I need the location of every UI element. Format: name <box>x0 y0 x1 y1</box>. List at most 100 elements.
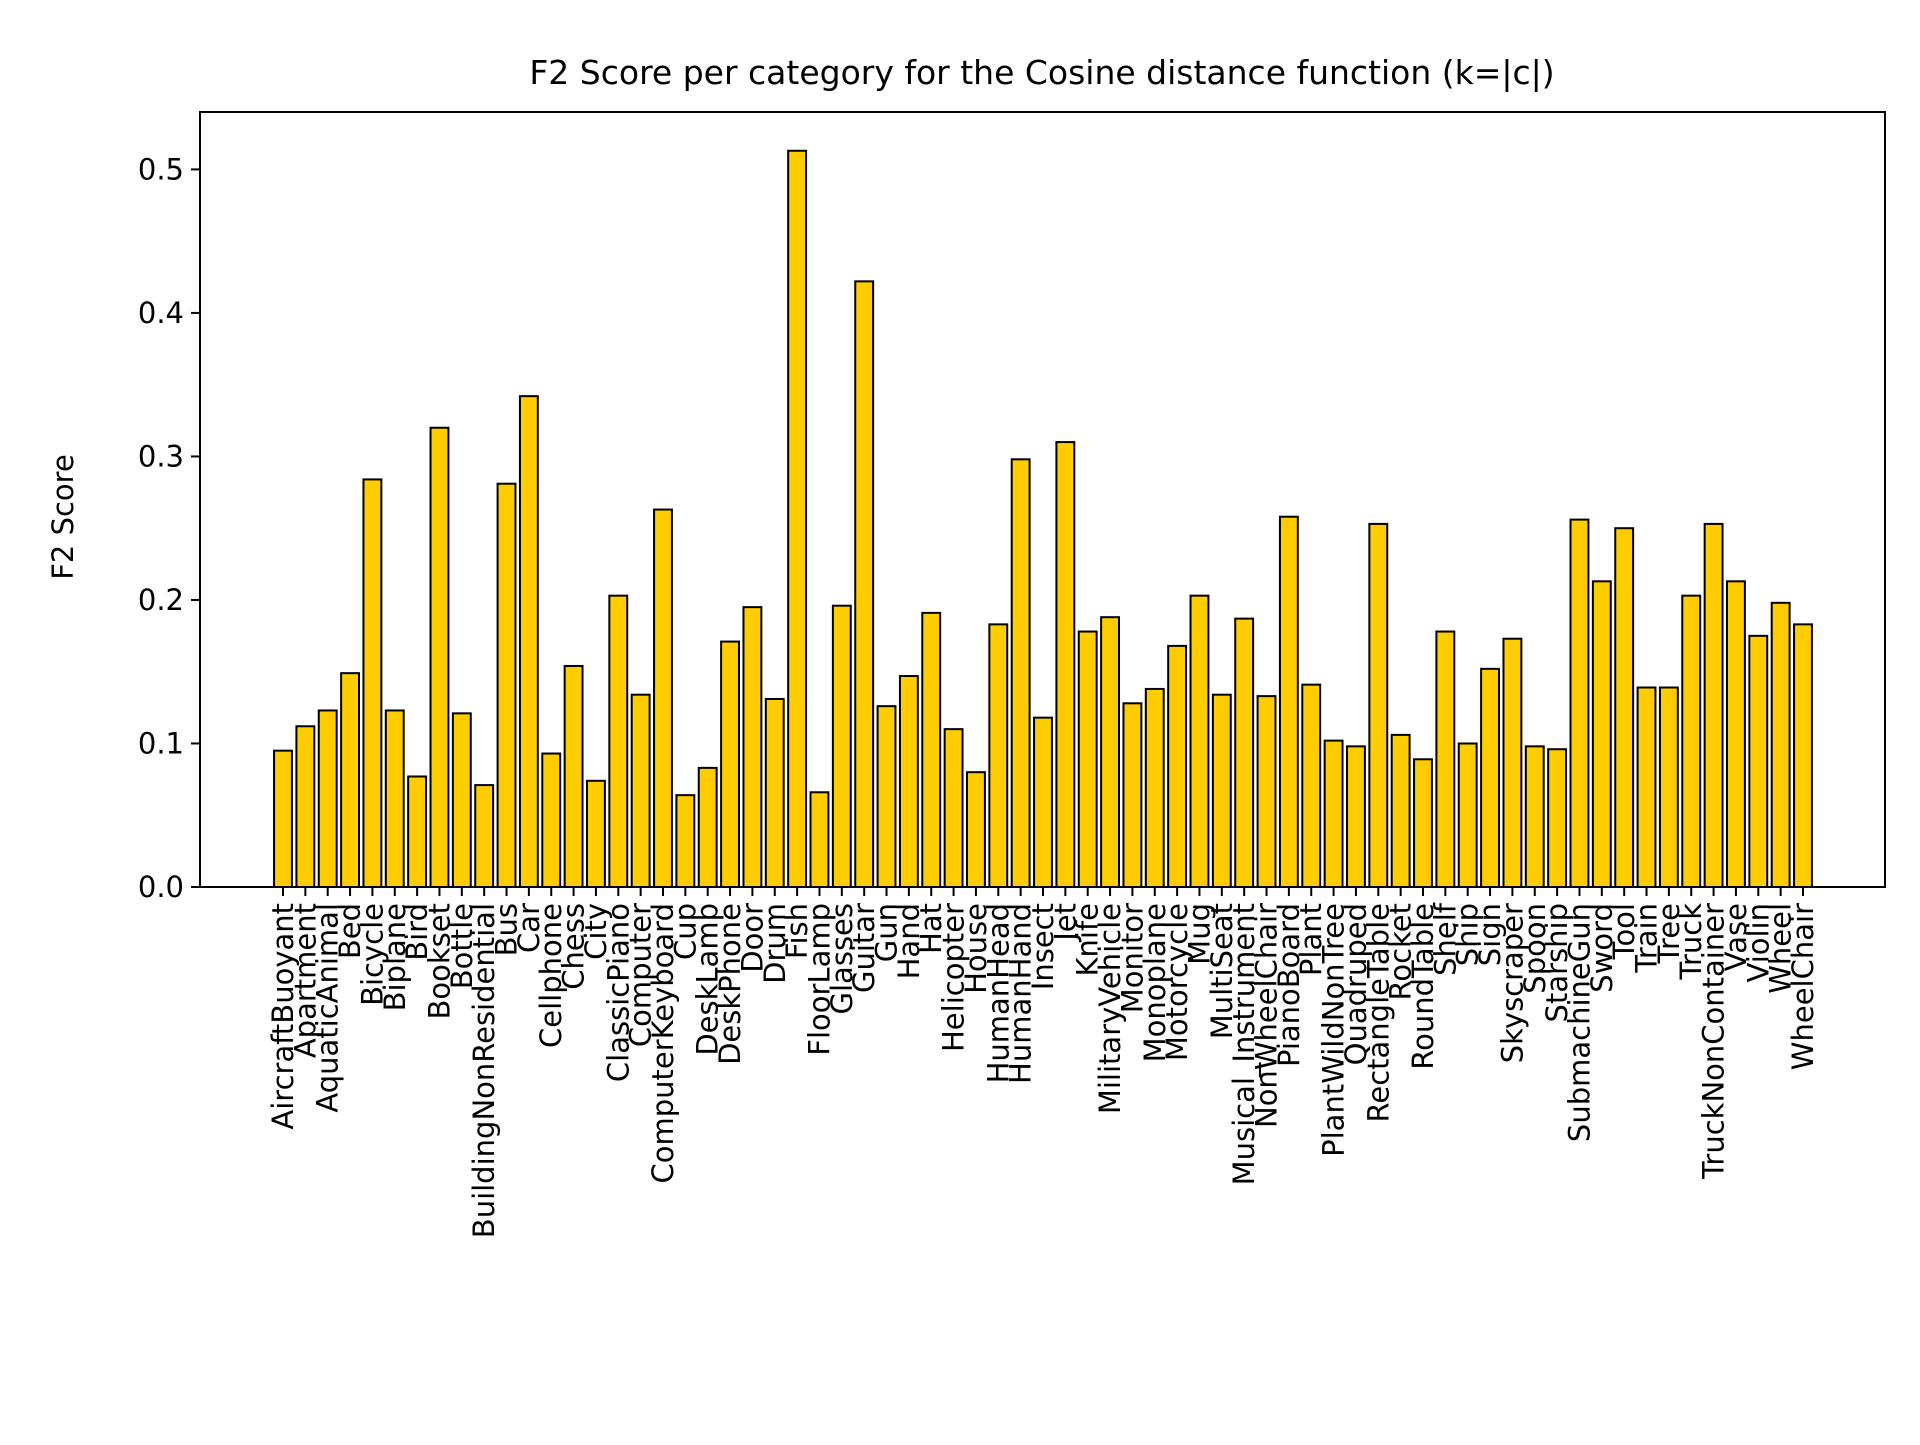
bar-Sword <box>1591 580 1612 888</box>
bar-Wheel <box>1770 601 1791 889</box>
chart-title: F2 Score per category for the Cosine dis… <box>529 53 1554 92</box>
bar-Violin <box>1748 634 1769 889</box>
x-tick-label: Computer <box>624 903 658 1047</box>
x-tick-label: RectangleTable <box>1361 903 1395 1122</box>
bar-DeskLamp <box>697 766 718 889</box>
x-tick-label: Bus <box>490 903 524 956</box>
bar-Helicopter <box>943 728 964 888</box>
x-tick-label: PianoBoard <box>1272 903 1306 1067</box>
bar-HumanHead <box>988 623 1009 888</box>
x-tick-label: FloorLamp <box>802 903 836 1056</box>
y-tick-label: 0.5 <box>138 152 184 186</box>
bar-Ship <box>1457 742 1478 888</box>
y-axis: 0.0 0.1 0.2 0.3 0.4 0.5 <box>138 152 200 904</box>
bar-Monitor <box>1122 702 1143 888</box>
x-tick-label: AircraftBuoyant <box>266 903 300 1130</box>
x-tick-label: TruckNonContainer <box>1697 903 1731 1180</box>
bar-Cellphone <box>541 752 562 889</box>
bar-Quadruped <box>1346 745 1366 888</box>
bar-Jet <box>1055 441 1076 888</box>
bar-Bed <box>340 672 360 888</box>
bar-SubmachineGun <box>1569 518 1590 889</box>
x-tick-label: Shelf <box>1428 902 1462 976</box>
x-tick-label: HumanHand <box>1004 903 1038 1084</box>
x-tick-label: Skyscraper <box>1495 903 1529 1063</box>
x-tick-label: Insect <box>1026 903 1060 990</box>
y-tick-label: 0.2 <box>138 583 184 617</box>
bar-Chess <box>563 664 584 888</box>
bar-Rocket <box>1390 733 1411 888</box>
bar-MultiSeat <box>1211 693 1232 888</box>
x-tick-label: Drum <box>758 903 792 984</box>
bar-Bicycle <box>362 478 383 888</box>
bar-Truck <box>1681 594 1702 888</box>
x-tick-label: ComputerKeyboard <box>646 903 680 1183</box>
x-tick-label: Hat <box>914 903 948 954</box>
bar-DeskPhone <box>720 640 740 889</box>
bar-Guitar <box>854 280 875 889</box>
bar-Insect <box>1033 716 1053 889</box>
bar-WheelChair <box>1793 623 1813 888</box>
bar-Spoon <box>1524 745 1545 888</box>
bar-Sign <box>1480 667 1500 888</box>
x-tick-label: Wheel <box>1764 903 1798 994</box>
x-tick-label: Train <box>1630 903 1664 974</box>
bar-Bird <box>407 775 428 888</box>
bar-HumanHand <box>1010 458 1031 888</box>
bar-Bookset <box>429 426 450 888</box>
bar-Fish <box>787 149 808 888</box>
x-tick-label: Bookset <box>422 903 456 1020</box>
x-tick-label: Rocket <box>1384 903 1418 1001</box>
x-tick-label: Glasses <box>825 903 859 1014</box>
x-tick-label: Bicycle <box>355 903 389 1006</box>
x-tick-label: Cellphone <box>534 903 568 1048</box>
x-tick-label: Bottle <box>445 903 479 989</box>
bar-TruckNonContainer <box>1703 522 1724 889</box>
x-tick-label: Apartment <box>288 903 322 1058</box>
x-tick-label: Tool <box>1607 903 1641 960</box>
x-tick-label: Jet <box>1048 903 1082 943</box>
bar-Bottle <box>451 712 472 889</box>
x-tick-label: Vase <box>1719 903 1753 971</box>
x-tick-label: City <box>579 903 613 960</box>
x-tick-label: Bird <box>400 903 434 961</box>
bar-BuildingNonResidential <box>474 784 495 888</box>
x-tick-label: Tree <box>1652 903 1686 964</box>
bar-Biplane <box>384 709 405 888</box>
x-tick-label: Spoon <box>1518 903 1552 994</box>
x-tick-label: Biplane <box>378 903 412 1011</box>
y-tick-label: 0.1 <box>138 726 184 760</box>
x-tick-label: Sword <box>1585 903 1619 993</box>
x-tick-label: MilitaryVehicle <box>1093 903 1127 1114</box>
x-tick-label: Hand <box>892 903 926 979</box>
x-tick-label: Bed <box>333 903 367 959</box>
bar-Door <box>742 606 763 888</box>
bar-Computer <box>630 693 651 888</box>
x-tick-label: BuildingNonResidential <box>467 903 501 1238</box>
x-tick-label: Motorcycle <box>1160 903 1194 1061</box>
bar-Tool <box>1614 527 1635 888</box>
x-tick-label: Car <box>512 903 546 953</box>
bar-NonWheelChair <box>1256 695 1277 888</box>
bar-Mug <box>1189 594 1210 888</box>
bar-Starship <box>1547 748 1568 888</box>
bar-Plant <box>1301 683 1322 889</box>
bar-Motorcycle <box>1167 644 1188 889</box>
bar-Cup <box>675 794 696 889</box>
x-tick-label: Gun <box>870 903 904 962</box>
x-tick-label: Starship <box>1540 903 1574 1022</box>
x-tick-label: Guitar <box>847 903 881 993</box>
bar-Shelf <box>1435 630 1456 888</box>
bar-Vase <box>1726 580 1746 888</box>
bar-PlantWildNonTree <box>1323 739 1344 888</box>
x-tick-label: ClassicPiano <box>601 903 635 1082</box>
x-tick-label: Sign <box>1473 903 1507 966</box>
bar-ClassicPiano <box>608 594 629 888</box>
bar-FloorLamp <box>809 791 830 889</box>
x-tick-label: Monoplane <box>1138 903 1172 1062</box>
x-tick-label: Helicopter <box>937 903 971 1052</box>
x-tick-label: DeskPhone <box>713 903 747 1065</box>
x-tick-label: Door <box>735 903 769 973</box>
